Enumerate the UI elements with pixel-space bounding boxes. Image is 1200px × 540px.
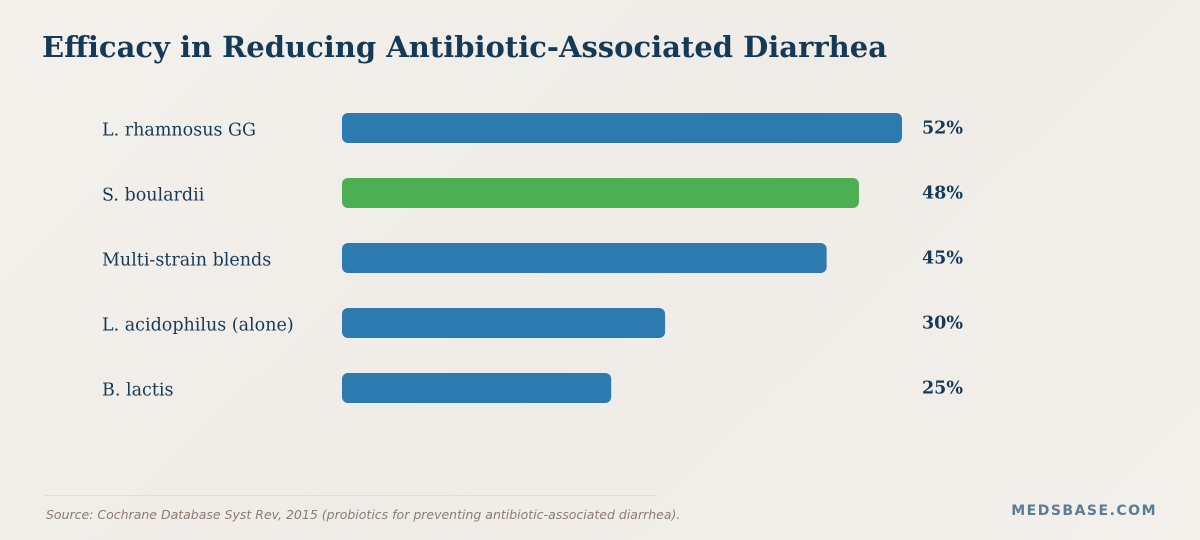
value-label: 45% bbox=[922, 249, 963, 269]
category-label: L. rhamnosus GG bbox=[102, 121, 256, 141]
bar bbox=[342, 243, 827, 273]
chart-title: Efficacy in Reducing Antibiotic-Associat… bbox=[42, 30, 887, 64]
category-label: L. acidophilus (alone) bbox=[102, 316, 294, 336]
value-label: 48% bbox=[922, 184, 963, 204]
bar bbox=[342, 308, 666, 338]
bar bbox=[342, 178, 859, 208]
value-label: 30% bbox=[922, 314, 963, 334]
category-label: B. lactis bbox=[102, 381, 173, 401]
source-note: Source: Cochrane Database Syst Rev, 2015… bbox=[46, 507, 681, 522]
bar bbox=[342, 113, 902, 143]
bar bbox=[342, 373, 612, 403]
brand-logo-text: MEDSBASE.COM bbox=[1011, 503, 1157, 519]
value-label: 52% bbox=[922, 119, 963, 139]
category-label: Multi-strain blends bbox=[102, 251, 271, 271]
category-label: S. boulardii bbox=[102, 186, 205, 206]
footer-divider bbox=[44, 495, 656, 496]
value-label: 25% bbox=[922, 379, 963, 399]
